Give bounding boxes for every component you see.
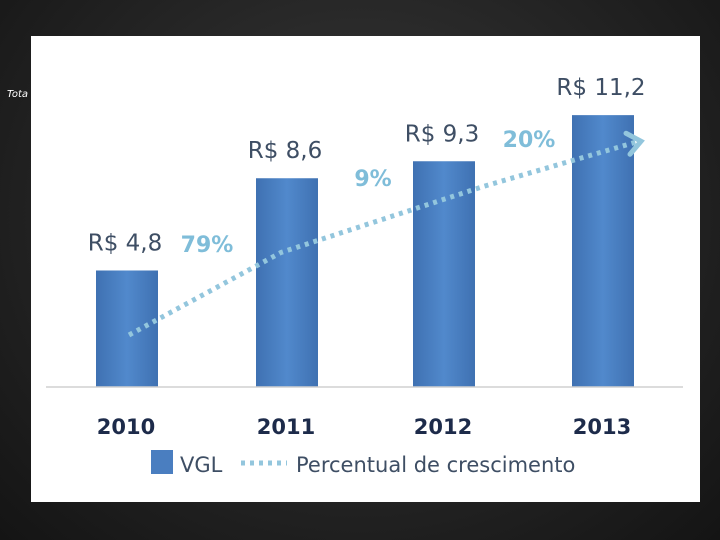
bar-2010 [96,270,158,387]
legend-label-vgl: VGL [180,453,223,477]
chart-panel: R$ 4,8 2010 R$ 8,6 2011 R$ 9,3 2012 R$ 11,2 201… [31,36,700,502]
growth-trend-line [127,138,640,338]
legend-label-growth: Percentual de crescimento [296,453,575,477]
category-label-2012: 2012 [414,415,472,439]
category-label-2010: 2010 [97,415,155,439]
bar-2012 [413,161,475,387]
side-note-text: Tota [7,89,29,100]
value-label-2010: R$ 4,8 [88,230,163,256]
growth-trend-arrowhead [623,130,645,157]
category-label-2013: 2013 [573,415,631,439]
category-label-2011: 2011 [257,415,315,439]
growth-label-1: 79% [181,233,234,258]
vgl-growth-chart: R$ 4,8 2010 R$ 8,6 2011 R$ 9,3 2012 R$ 11,2 201… [46,75,683,477]
legend-swatch-vgl [151,450,173,474]
value-label-2011: R$ 8,6 [248,138,323,164]
growth-label-3: 20% [503,128,556,153]
bar-2011 [256,178,318,387]
value-label-2012: R$ 9,3 [405,121,480,147]
bar-2013 [572,115,634,388]
value-label-2013: R$ 11,2 [556,75,645,101]
growth-label-2: 9% [354,167,391,192]
